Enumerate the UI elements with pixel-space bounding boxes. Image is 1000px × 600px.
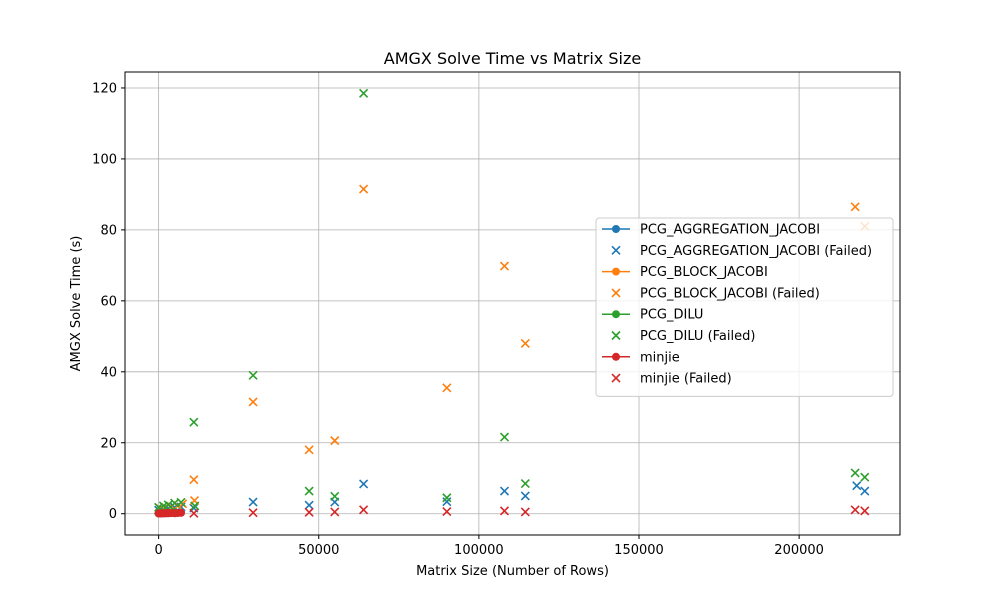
- data-point: [189, 417, 199, 427]
- chart-title: AMGX Solve Time vs Matrix Size: [384, 49, 641, 68]
- legend-marker: [612, 225, 620, 233]
- y-tick-label: 20: [100, 436, 117, 451]
- data-point: [850, 505, 860, 515]
- legend-item: PCG_AGGREGATION_JACOBI (Failed): [611, 244, 872, 259]
- legend-marker: [611, 245, 621, 255]
- legend-label: PCG_DILU: [640, 308, 703, 323]
- data-point: [359, 479, 369, 489]
- legend-marker: [612, 267, 620, 276]
- legend-marker: [612, 352, 620, 361]
- data-point: [852, 481, 862, 491]
- x-tick-label: 100000: [454, 543, 504, 558]
- legend-marker: [611, 373, 621, 383]
- y-tick-label: 120: [92, 81, 117, 96]
- data-point: [359, 505, 369, 515]
- data-point: [850, 468, 860, 478]
- y-tick-label: 60: [100, 294, 117, 309]
- y-tick-label: 80: [100, 223, 117, 238]
- data-point: [248, 497, 258, 507]
- data-point: [520, 338, 530, 348]
- legend-box: [595, 217, 894, 397]
- data-point: [359, 184, 369, 194]
- data-point: [177, 508, 186, 517]
- legend: PCG_AGGREGATION_JACOBI PCG_AGGREGATION_JA…: [595, 217, 894, 397]
- data-point: [520, 478, 530, 489]
- y-axis-label: AMGX Solve Time (s): [69, 236, 84, 372]
- x-tick-label: 50000: [298, 543, 339, 558]
- data-point: [442, 507, 452, 517]
- data-point: [304, 507, 314, 517]
- data-point: [860, 486, 870, 496]
- legend-label: minjie: [640, 350, 680, 365]
- data-point: [189, 475, 199, 485]
- legend-marker: [611, 330, 621, 341]
- legend-marker: [612, 310, 620, 319]
- data-point: [499, 432, 510, 442]
- y-tick-label: 0: [109, 507, 117, 522]
- data-point: [442, 497, 452, 507]
- data-point: [520, 491, 530, 501]
- legend-item: PCG_AGGREGATION_JACOBI: [602, 223, 820, 238]
- data-point: [499, 261, 510, 271]
- legend-item: PCG_DILU (Failed): [611, 329, 755, 344]
- data-point: [499, 506, 510, 516]
- legend-item: PCG_BLOCK_JACOBI: [602, 265, 768, 280]
- data-point: [248, 397, 258, 407]
- data-point: [359, 88, 369, 98]
- legend-label: PCG_DILU (Failed): [640, 329, 755, 344]
- legend-item: minjie: [602, 350, 680, 365]
- data-point: [442, 383, 452, 393]
- data-point: [330, 436, 340, 446]
- legend-label: minjie (Failed): [640, 372, 732, 387]
- legend-label: PCG_AGGREGATION_JACOBI (Failed): [640, 244, 872, 259]
- y-tick-label: 100: [92, 152, 117, 167]
- data-point: [330, 507, 340, 517]
- data-point: [304, 445, 314, 455]
- data-point: [304, 500, 314, 510]
- data-point: [499, 486, 510, 496]
- data-point: [860, 472, 870, 482]
- x-axis: 0 50000 100000 150000 200000: [154, 535, 824, 558]
- legend-item: PCG_BLOCK_JACOBI (Failed): [611, 286, 820, 301]
- series-pcg-dilu-failed: [154, 88, 870, 512]
- legend-marker: [611, 288, 621, 298]
- legend-label: PCG_BLOCK_JACOBI: [640, 265, 768, 280]
- data-point: [304, 486, 314, 496]
- data-point: [520, 507, 530, 517]
- data-point: [330, 491, 340, 501]
- x-tick-label: 200000: [774, 543, 824, 558]
- data-point: [860, 506, 870, 516]
- data-point: [163, 500, 173, 510]
- legend-label: PCG_AGGREGATION_JACOBI: [640, 223, 820, 238]
- x-tick-label: 150000: [614, 543, 664, 558]
- series-minjie-failed: [189, 505, 870, 518]
- y-tick-label: 40: [100, 365, 117, 380]
- data-point: [190, 501, 200, 511]
- legend-label: PCG_BLOCK_JACOBI (Failed): [640, 286, 820, 301]
- data-point: [189, 508, 199, 518]
- data-point: [442, 493, 452, 503]
- series-layer: [154, 88, 870, 518]
- plot-frame: [124, 71, 901, 536]
- y-axis: 0 20 40 60 80 100 120: [92, 81, 125, 522]
- series-minjie: [154, 508, 186, 518]
- data-point: [248, 508, 258, 518]
- data-point: [850, 202, 860, 212]
- legend-item: minjie (Failed): [611, 372, 732, 387]
- x-tick-label: 0: [154, 543, 162, 558]
- x-axis-label: Matrix Size (Number of Rows): [416, 564, 609, 579]
- data-point: [176, 497, 186, 507]
- data-point: [248, 370, 258, 380]
- legend-item: PCG_DILU: [602, 308, 703, 323]
